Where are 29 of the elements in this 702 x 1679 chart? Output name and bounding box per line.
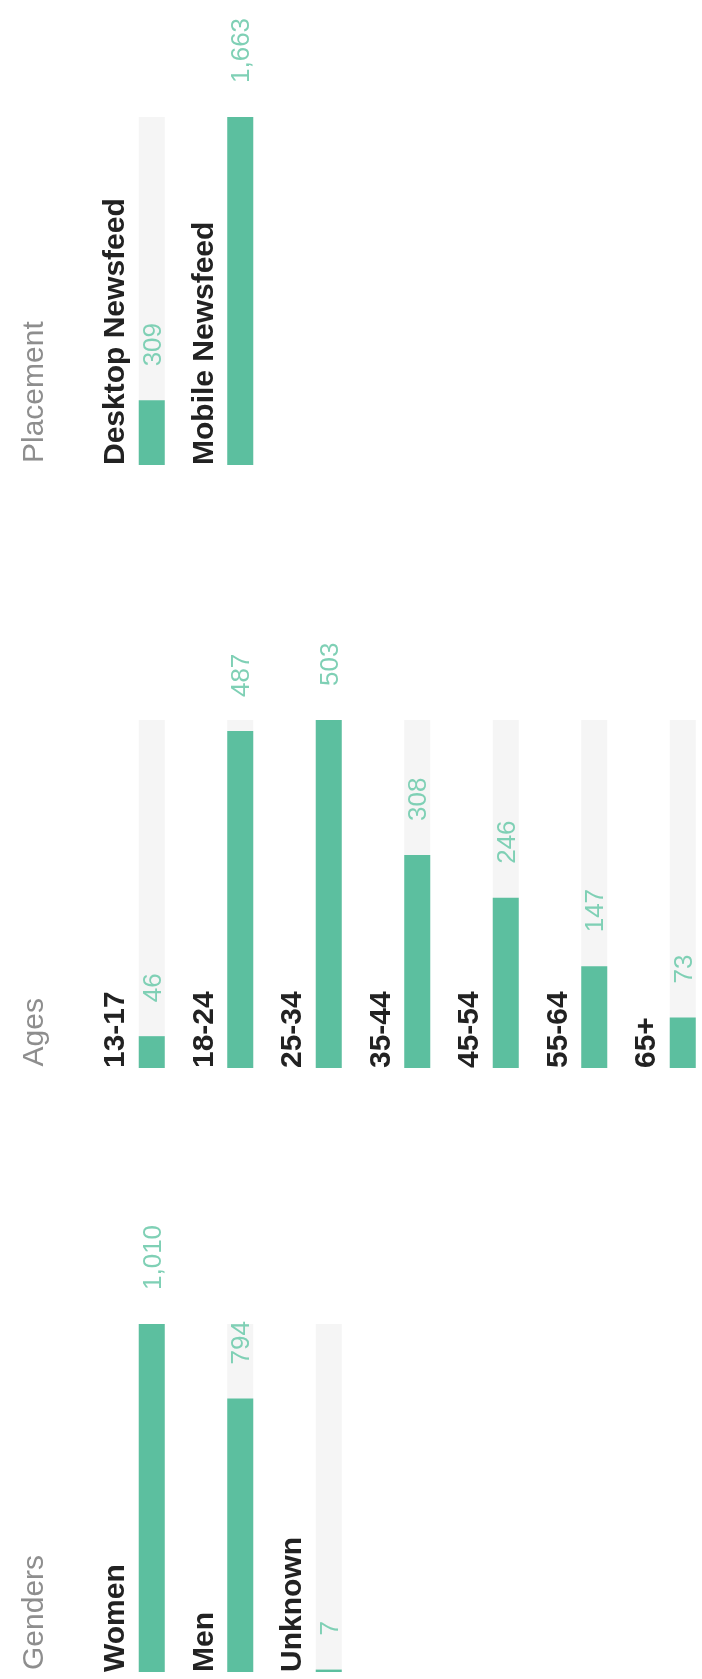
x-tick-label: 18-24 [185, 991, 219, 1069]
data-label: 246 [490, 820, 521, 865]
x-tick-label: 25-34 [274, 991, 307, 1069]
data-label: 7 [313, 1621, 344, 1636]
data-label: 1,663 [225, 17, 256, 83]
data-label: 73 [667, 955, 698, 984]
bar [669, 1018, 696, 1069]
text: Genders [15, 1554, 49, 1670]
data-label: 794 [225, 1321, 256, 1365]
x-tick-label: 45-54 [451, 991, 484, 1069]
text: Ages [15, 998, 49, 1067]
x-tick-label: 55-64 [539, 991, 573, 1069]
data-label: 503 [313, 643, 344, 687]
x-tick-label: 65+ [628, 1017, 661, 1069]
bar [138, 1036, 165, 1069]
data-label: 487 [225, 654, 256, 698]
data-label: 308 [402, 778, 433, 822]
x-tick-label: 13-17 [97, 991, 130, 1069]
x-tick-label: Unknown [274, 1537, 307, 1672]
x-tick-label: Men [185, 1612, 219, 1672]
x-tick-label: Mobile Newsfeed [185, 221, 219, 465]
text: Placement [15, 321, 49, 463]
data-label: 309 [136, 322, 167, 367]
data-label: 46 [136, 973, 167, 1003]
x-tick-label: 35-44 [362, 991, 396, 1069]
data-label: 1,010 [136, 1224, 167, 1290]
data-label: 147 [579, 889, 610, 933]
x-tick-label: Desktop Newsfeed [97, 198, 130, 465]
x-tick-label: Women [97, 1564, 130, 1672]
